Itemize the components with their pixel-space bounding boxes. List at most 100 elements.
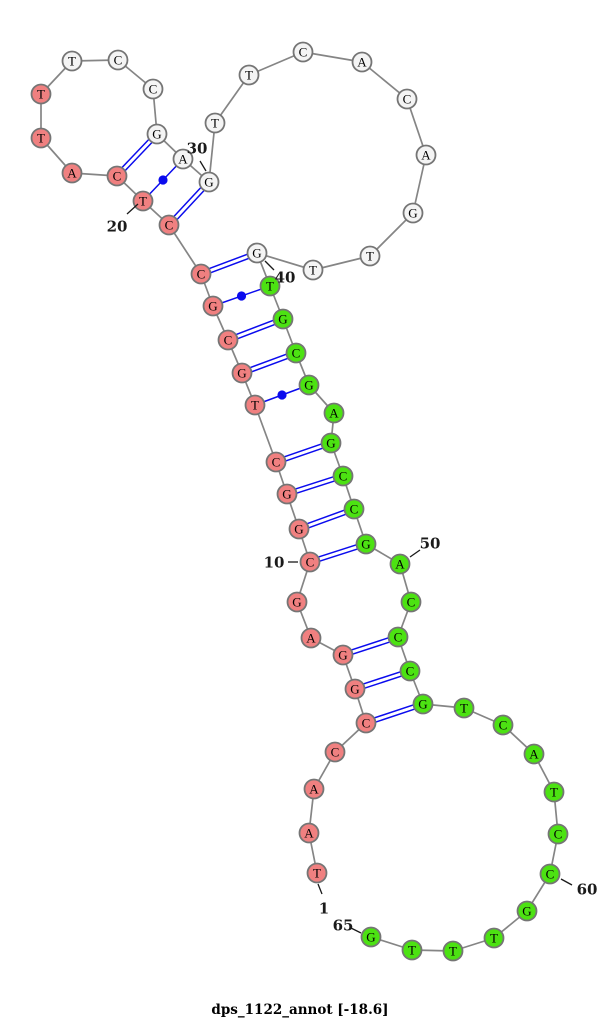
nucleotide-circle [306, 862, 328, 884]
nucleotide-circle [399, 660, 421, 682]
nucleotide-letter: T [309, 263, 317, 278]
nucleotide-letter: T [37, 87, 45, 102]
nucleotide-22: A [61, 162, 83, 184]
nucleotide-44: G [298, 374, 320, 396]
nucleotide-circle [146, 123, 168, 145]
nucleotide-circle [523, 743, 545, 765]
position-label-10: 10 [264, 554, 285, 572]
nucleotide-letter: G [361, 537, 370, 552]
nucleotide-letter: G [418, 697, 427, 712]
plot-title: dps_1122_annot [-18.6] [211, 1002, 389, 1018]
position-label-tick [126, 203, 139, 215]
nucleotide-56: C [492, 714, 514, 736]
nucleotide-10: C [299, 551, 321, 573]
nucleotide-63: T [442, 940, 464, 962]
nucleotide-letter: T [366, 249, 374, 264]
nucleotide-letter: C [224, 333, 233, 348]
nucleotide-letter: T [251, 398, 259, 413]
nucleotide-letter: G [278, 312, 287, 327]
nucleotide-circle [539, 863, 561, 885]
nucleotide-60: C [539, 863, 561, 885]
nucleotide-21: C [106, 165, 128, 187]
nucleotide-letter: C [554, 827, 563, 842]
nucleotide-54: G [412, 693, 434, 715]
nucleotide-letter: C [299, 45, 308, 60]
nucleotide-letter: C [165, 218, 174, 233]
nucleotide-letter: C [197, 267, 206, 282]
nucleotide-65: G [360, 926, 382, 948]
nucleotide-circle [61, 50, 83, 72]
nucleotide-14: T [244, 394, 266, 416]
nucleotide-letter: A [304, 826, 314, 841]
nucleotide-letter: C [113, 169, 122, 184]
nucleotide-37: G [402, 202, 424, 224]
nucleotide-58: T [543, 781, 565, 803]
nucleotide-circle [355, 533, 377, 555]
nucleotide-27: C [142, 78, 164, 100]
nucleotide-24: T [30, 83, 52, 105]
nucleotide-13: C [265, 451, 287, 473]
nucleotide-3: A [303, 778, 325, 800]
nucleotide-letter: C [272, 455, 281, 470]
nucleotide-letter: G [326, 436, 335, 451]
nucleotide-circle [324, 741, 346, 763]
nucleotide-letter: C [306, 555, 315, 570]
nucleotide-circle [202, 295, 224, 317]
nucleotide-letter: C [362, 716, 371, 731]
nucleotide-letter: A [178, 152, 188, 167]
nucleotide-circle [351, 51, 373, 73]
nucleotide-8: A [300, 627, 322, 649]
nucleotide-circle [106, 165, 128, 187]
nucleotide-circle [302, 259, 324, 281]
nucleotide-11: G [288, 518, 310, 540]
position-label-1: 1 [319, 900, 329, 918]
nucleotide-circle [217, 329, 239, 351]
nucleotide-circle [547, 823, 569, 845]
nucleotide-letter: G [304, 378, 313, 393]
nucleotide-47: C [332, 465, 354, 487]
nucleotide-circle [285, 342, 307, 364]
position-label-group: 1 10 20 30 40 50 60 65 [107, 140, 598, 935]
nucleotide-letter: A [67, 166, 77, 181]
nucleotide-46: G [320, 432, 342, 454]
nucleotide-letter: C [406, 664, 415, 679]
nucleotide-23: T [30, 127, 52, 149]
nucleotide-61: G [516, 900, 538, 922]
nucleotide-49: G [355, 533, 377, 555]
nucleotide-7: G [332, 644, 354, 666]
nucleotide-letter: C [407, 595, 416, 610]
nucleotide-circle [298, 822, 320, 844]
nucleotide-circle [387, 626, 409, 648]
nucleotide-circle [238, 64, 260, 86]
nucleotide-circle [259, 275, 281, 297]
nucleotide-9: G [286, 591, 308, 613]
nucleotide-circle [288, 518, 310, 540]
nucleotide-letter: T [266, 279, 274, 294]
nucleotide-letter: G [208, 299, 217, 314]
nucleotide-letter: C [149, 82, 158, 97]
nucleotide-circle [298, 374, 320, 396]
nucleotide-circle [172, 148, 194, 170]
nucleotide-letter: G [152, 127, 161, 142]
nucleotide-circle [415, 144, 437, 166]
nucleotide-29: A [172, 148, 194, 170]
nucleotide-letter: G [366, 930, 375, 945]
nucleotide-55: T [453, 697, 475, 719]
nucleotide-circle [344, 678, 366, 700]
nucleotide-circle [61, 162, 83, 184]
nucleotide-letter: T [449, 944, 457, 959]
nucleotide-2: A [298, 822, 320, 844]
nucleotide-circle [300, 627, 322, 649]
nucleotide-42: G [272, 308, 294, 330]
nucleotide-15: G [231, 362, 253, 384]
position-label-tick [560, 878, 573, 886]
nucleotide-letter: C [350, 502, 359, 517]
nucleotide-circle [132, 190, 154, 212]
nucleotide-28: G [146, 123, 168, 145]
nucleotide-36: A [415, 144, 437, 166]
nucleotide-circle [158, 214, 180, 236]
nucleotide-39: T [302, 259, 324, 281]
nucleotide-circle [107, 49, 129, 71]
nucleotide-circle [453, 697, 475, 719]
